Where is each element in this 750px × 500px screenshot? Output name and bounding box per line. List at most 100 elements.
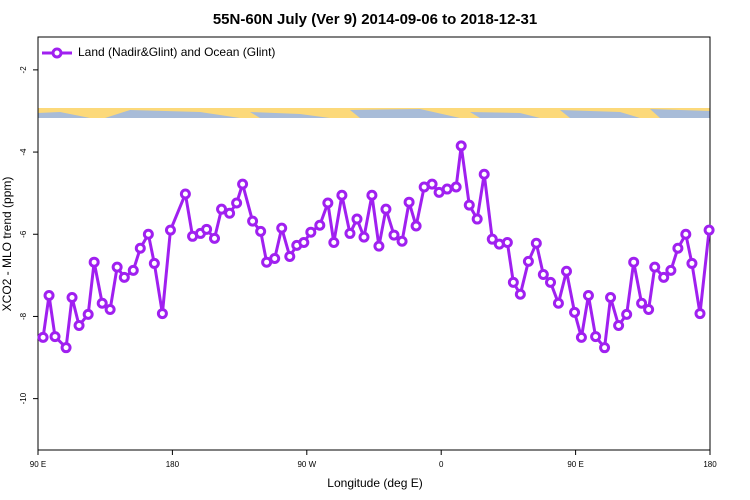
data-point [344, 227, 356, 239]
data-point [478, 168, 490, 180]
data-point [537, 269, 549, 281]
data-point [665, 264, 677, 276]
x-tick-label: 0 [439, 460, 444, 469]
data-point [575, 331, 587, 343]
data-point [156, 308, 168, 320]
data-point [351, 213, 363, 225]
data-point [179, 188, 191, 200]
data-point [231, 197, 243, 209]
data-point [522, 255, 534, 267]
data-point [148, 257, 160, 269]
data-point [686, 257, 698, 269]
data-point [545, 276, 557, 288]
data-point [613, 319, 625, 331]
data-point [590, 331, 602, 343]
data-point [441, 183, 453, 195]
data-point [73, 319, 85, 331]
data-point [336, 189, 348, 201]
data-point [388, 229, 400, 241]
data-point [82, 308, 94, 320]
data-point [164, 224, 176, 236]
data-point [628, 256, 640, 268]
data-point [560, 265, 572, 277]
legend-label: Land (Nadir&Glint) and Ocean (Glint) [78, 45, 275, 59]
data-point [658, 271, 670, 283]
y-tick-label: -4 [19, 148, 28, 156]
x-tick-label: 90 E [567, 460, 583, 469]
map-strip [38, 108, 710, 118]
data-point [471, 213, 483, 225]
data-point [403, 196, 415, 208]
data-point [680, 228, 692, 240]
data-point [37, 331, 49, 343]
data-point [96, 297, 108, 309]
data-point [450, 181, 462, 193]
data-point [507, 276, 519, 288]
data-point [104, 303, 116, 315]
data-point [621, 308, 633, 320]
data-point [322, 197, 334, 209]
data-point [672, 242, 684, 254]
data-point [305, 226, 317, 238]
data-point [649, 261, 661, 273]
y-tick-label: -10 [19, 392, 28, 404]
x-tick-label: 180 [703, 460, 717, 469]
data-point [530, 237, 542, 249]
data-point [247, 215, 259, 227]
data-point [501, 236, 513, 248]
y-tick-label: -6 [19, 230, 28, 238]
data-point [314, 219, 326, 231]
data-point [636, 297, 648, 309]
x-tick-label: 180 [166, 460, 180, 469]
data-point [298, 236, 310, 248]
y-tick-label: -8 [19, 312, 28, 320]
data-point [276, 222, 288, 234]
data-point [134, 242, 146, 254]
x-tick-label: 90 W [297, 460, 316, 469]
data-point [43, 289, 55, 301]
data-point [569, 306, 581, 318]
y-axis-label: XCO2 - MLO trend (ppm) [0, 177, 14, 312]
data-point [118, 271, 130, 283]
data-point [201, 223, 213, 235]
data-point [224, 207, 236, 219]
x-tick-label: 90 E [30, 460, 46, 469]
y-tick-label: -2 [19, 66, 28, 74]
chart-title: 55N-60N July (Ver 9) 2014-09-06 to 2018-… [213, 11, 537, 28]
data-point [552, 297, 564, 309]
data-point [66, 292, 78, 304]
legend: Land (Nadir&Glint) and Ocean (Glint) [42, 45, 275, 59]
data-point [486, 233, 498, 245]
data-point [142, 228, 154, 240]
data-point [49, 331, 61, 343]
data-point [703, 224, 715, 236]
data-point [694, 308, 706, 320]
data-point [127, 264, 139, 276]
data-point [328, 236, 340, 248]
legend-marker [51, 47, 63, 59]
data-point [88, 256, 100, 268]
data-point [410, 220, 422, 232]
data-point [366, 189, 378, 201]
data-point [237, 178, 249, 190]
data-point [599, 342, 611, 354]
data-point [605, 292, 617, 304]
data-point [643, 303, 655, 315]
data-point [380, 203, 392, 215]
data-point [284, 250, 296, 262]
data-point [455, 140, 467, 152]
data-point [358, 231, 370, 243]
data-point [209, 232, 221, 244]
data-point [396, 235, 408, 247]
data-point [582, 289, 594, 301]
x-axis-label: Longitude (deg E) [327, 476, 422, 490]
data-point [463, 199, 475, 211]
plot-frame [37, 36, 711, 451]
data-point [111, 261, 123, 273]
data-point [269, 252, 281, 264]
data-point [373, 240, 385, 252]
data-point [255, 225, 267, 237]
data-point [216, 203, 228, 215]
data-point [60, 342, 72, 354]
